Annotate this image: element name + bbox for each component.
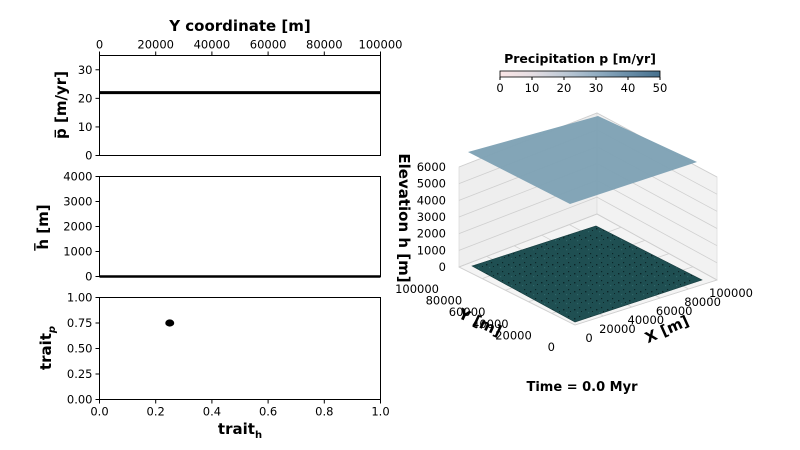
z-tick-label: 5000 — [417, 177, 446, 191]
p2-ytick-label: 0 — [85, 270, 92, 284]
z-tick-label: 3000 — [417, 210, 446, 224]
p3-ytick-label: 0.75 — [67, 316, 93, 330]
y-tick-label: 40000 — [472, 317, 509, 331]
precipitation-surface — [468, 116, 697, 204]
elevation-profile-frame — [99, 176, 381, 277]
mean-precip-ylabel: p̅ [m/yr] — [52, 71, 70, 139]
p2-ytick-label: 4000 — [63, 170, 92, 184]
precip-colorbar: Precipitation p [m/yr] 0 10 20 30 40 50 — [496, 51, 667, 95]
time-label: Time = 0.0 Myr — [526, 380, 638, 395]
colorbar-title: Precipitation p [m/yr] — [504, 51, 656, 66]
p1-xtick-label: 20000 — [137, 38, 174, 52]
p1-ytick-label: 20 — [78, 91, 93, 105]
p1-ytick-label: 30 — [78, 63, 93, 77]
y-tick-label: 80000 — [426, 294, 463, 308]
x-tick-label: 0 — [585, 331, 592, 345]
p2-ytick-label: 1000 — [63, 245, 92, 259]
x-tick-label: 100000 — [709, 286, 753, 300]
landscape-3d-panel: 0100020003000400050006000020000400006000… — [395, 112, 753, 354]
y-tick-label: 100000 — [395, 282, 439, 296]
p1-xtick-label: 100000 — [359, 38, 403, 52]
p1-ytick-label: 10 — [78, 120, 93, 134]
p2-ytick-label: 2000 — [63, 220, 92, 234]
p3-ytick-label: 0.50 — [67, 342, 93, 356]
trait-p-ylabel: traitp — [37, 326, 58, 370]
trait-space-panel: 0.0 0.2 0.4 0.6 0.8 1.0 0.00 0.25 0.50 0.75 1.00 t… — [37, 291, 390, 442]
p1-xtick-label: 60000 — [250, 38, 287, 52]
colorbar-tick-label: 0 — [496, 81, 503, 95]
y-tick-label: 60000 — [449, 305, 486, 319]
p3-xtick-label: 1.0 — [371, 405, 389, 419]
colorbar-gradient — [499, 70, 661, 78]
p1-ytick-label: 0 — [85, 149, 92, 163]
p3-xtick-label: 0.8 — [315, 405, 333, 419]
x-tick-label: 80000 — [684, 295, 721, 309]
p1-xtick-label: 80000 — [306, 38, 343, 52]
z-tick-label: 0 — [439, 260, 446, 274]
colorbar-tick-label: 10 — [525, 81, 540, 95]
z-tick-label: 4000 — [417, 193, 446, 207]
z-gridline — [458, 196, 718, 264]
trait-point — [165, 319, 175, 327]
z-tick-label: 1000 — [417, 243, 446, 257]
p3-ytick-label: 1.00 — [67, 291, 93, 305]
y-tick-label: 0 — [548, 340, 555, 354]
z-tick-label: 2000 — [417, 227, 446, 241]
colorbar-tick-label: 40 — [621, 81, 636, 95]
y-floor-gridline — [574, 279, 718, 326]
trait-h-xlabel: traith — [218, 420, 262, 441]
p3-ytick-label: 0.00 — [67, 393, 93, 407]
x-tick-label: 40000 — [628, 313, 665, 327]
trait-space-frame — [99, 297, 381, 400]
p1-xtick-label: 0 — [96, 38, 103, 52]
p3-ytick-label: 0.25 — [67, 367, 93, 381]
colorbar-tick-label: 50 — [653, 81, 668, 95]
x-floor-gridline — [458, 266, 576, 326]
p3-xtick-label: 0.6 — [259, 405, 277, 419]
terrain-surface — [471, 225, 703, 323]
z-tick-label: 6000 — [417, 160, 446, 174]
mean-elevation-ylabel: h̅ [m] — [32, 204, 52, 251]
x-tick-label: 20000 — [599, 322, 636, 336]
p1-xtick-label: 40000 — [194, 38, 231, 52]
elevation-profile-panel: 0 1000 2000 3000 4000 h̅ [m] — [32, 170, 381, 284]
colorbar-tick-label: 30 — [589, 81, 604, 95]
precip-profile-frame — [99, 55, 381, 156]
p3-xtick-label: 0.4 — [203, 405, 221, 419]
elevation-zlabel: Elevation h [m] — [395, 153, 413, 282]
precip-profile-panel: 0 20000 40000 60000 80000 100000 0 10 20 30 Y coo… — [52, 17, 402, 163]
y-tick-label: 20000 — [495, 328, 532, 342]
x-tick-label: 60000 — [656, 304, 693, 318]
y-floor-gridline — [458, 213, 598, 268]
colorbar-tick-label: 20 — [557, 81, 572, 95]
y-coordinate-label: Y coordinate [m] — [168, 17, 311, 35]
p3-xtick-label: 0.2 — [147, 405, 165, 419]
p3-xtick-label: 0.0 — [90, 405, 108, 419]
p2-ytick-label: 3000 — [63, 195, 92, 209]
x-floor-gridline — [596, 213, 718, 281]
